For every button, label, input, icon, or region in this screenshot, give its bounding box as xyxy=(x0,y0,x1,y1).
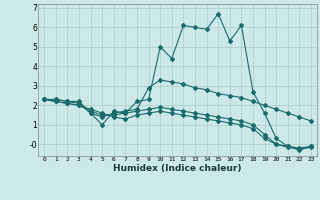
X-axis label: Humidex (Indice chaleur): Humidex (Indice chaleur) xyxy=(113,164,242,173)
